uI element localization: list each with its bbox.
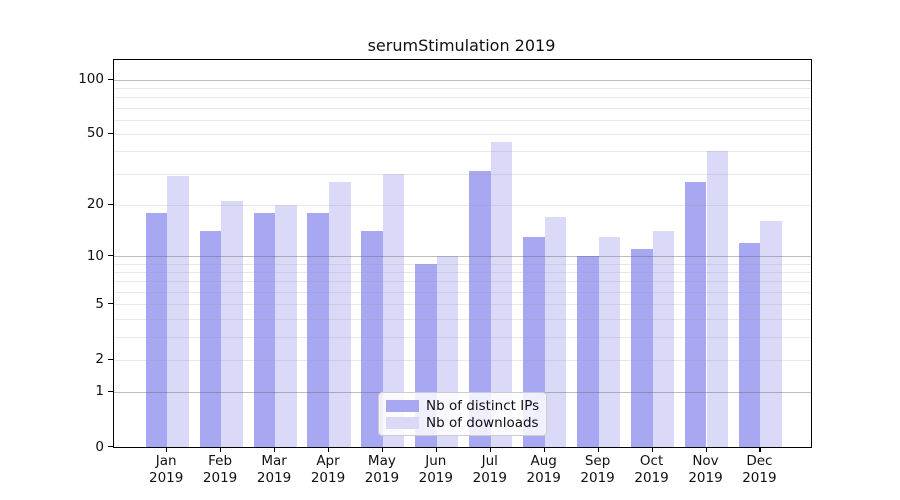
bar-apr-distinct-ips <box>307 212 329 447</box>
y-tick-10 <box>108 255 113 257</box>
y-tick-0 <box>108 446 113 448</box>
legend-item-downloads: Nb of downloads <box>386 414 546 431</box>
bar-mar-downloads <box>275 204 297 447</box>
y-tick-label-5: 5 <box>95 295 104 312</box>
x-tick-label-jun: Jun 2019 <box>418 453 453 486</box>
y-tick-label-1: 1 <box>95 383 104 400</box>
legend-label-downloads: Nb of downloads <box>426 414 539 431</box>
y-tick-5 <box>108 303 113 305</box>
bar-jan-distinct-ips <box>145 212 168 447</box>
x-tick-label-nov: Nov 2019 <box>688 453 723 486</box>
bar-dec-distinct-ips <box>738 242 761 447</box>
y-tick-20 <box>108 203 113 205</box>
legend: Nb of distinct IPs Nb of downloads <box>378 392 547 436</box>
y-tick-2 <box>108 358 113 360</box>
x-tick-label-jan: Jan 2019 <box>149 453 184 486</box>
bar-may-downloads <box>382 173 405 447</box>
bar-nov-distinct-ips <box>684 181 707 447</box>
legend-swatch-distinct-ips <box>386 399 419 412</box>
y-tick-label-20: 20 <box>86 196 104 213</box>
x-tick-jan <box>166 447 168 452</box>
bar-mar-distinct-ips <box>253 212 276 447</box>
x-tick-may <box>381 447 384 452</box>
x-tick-label-oct: Oct 2019 <box>634 453 669 486</box>
bar-feb-distinct-ips <box>199 231 222 447</box>
bar-sep-downloads <box>598 236 621 447</box>
bar-aug-downloads <box>544 216 567 447</box>
legend-item-distinct-ips: Nb of distinct IPs <box>386 397 546 414</box>
bar-nov-downloads <box>706 151 729 447</box>
bar-jan-downloads <box>167 176 189 447</box>
x-tick-label-mar: Mar 2019 <box>256 453 292 486</box>
x-tick-aug <box>543 447 545 452</box>
y-tick-label-100: 100 <box>78 71 104 87</box>
x-tick-jun <box>435 447 437 452</box>
x-tick-dec <box>759 447 761 452</box>
x-tick-nov <box>705 447 707 452</box>
y-tick-label-0: 0 <box>95 438 104 455</box>
x-tick-feb <box>220 447 222 452</box>
x-tick-label-jul: Jul 2019 <box>472 453 507 486</box>
y-tick-label-2: 2 <box>95 351 104 367</box>
bar-dec-downloads <box>760 221 782 447</box>
bar-oct-distinct-ips <box>631 249 653 447</box>
bar-oct-downloads <box>652 231 675 447</box>
y-tick-1 <box>108 390 113 392</box>
y-tick-label-50: 50 <box>86 125 104 142</box>
x-tick-label-may: May 2019 <box>364 453 400 486</box>
bar-jul-downloads <box>490 142 513 447</box>
bar-apr-downloads <box>329 181 351 447</box>
bar-feb-downloads <box>221 200 243 447</box>
x-tick-label-aug: Aug 2019 <box>526 453 561 486</box>
x-tick-sep <box>597 447 599 452</box>
y-tick-label-10: 10 <box>86 247 104 264</box>
legend-swatch-downloads <box>386 416 419 429</box>
x-tick-label-apr: Apr 2019 <box>310 453 346 486</box>
legend-label-distinct-ips: Nb of distinct IPs <box>426 397 540 414</box>
x-tick-mar <box>274 447 276 452</box>
y-tick-50 <box>108 132 113 135</box>
plot-area <box>113 59 812 448</box>
x-tick-apr <box>328 447 330 452</box>
x-tick-jul <box>489 447 491 452</box>
bar-may-distinct-ips <box>361 231 383 447</box>
bar-jul-distinct-ips <box>469 171 491 447</box>
bar-sep-distinct-ips <box>577 256 599 447</box>
bars-layer <box>114 60 811 447</box>
x-tick-oct <box>651 447 653 452</box>
x-tick-label-dec: Dec 2019 <box>742 453 777 486</box>
x-tick-label-feb: Feb 2019 <box>202 453 238 486</box>
x-tick-label-sep: Sep 2019 <box>580 453 615 486</box>
y-tick-100 <box>108 78 113 80</box>
chart-title: serumStimulation 2019 <box>367 36 556 55</box>
